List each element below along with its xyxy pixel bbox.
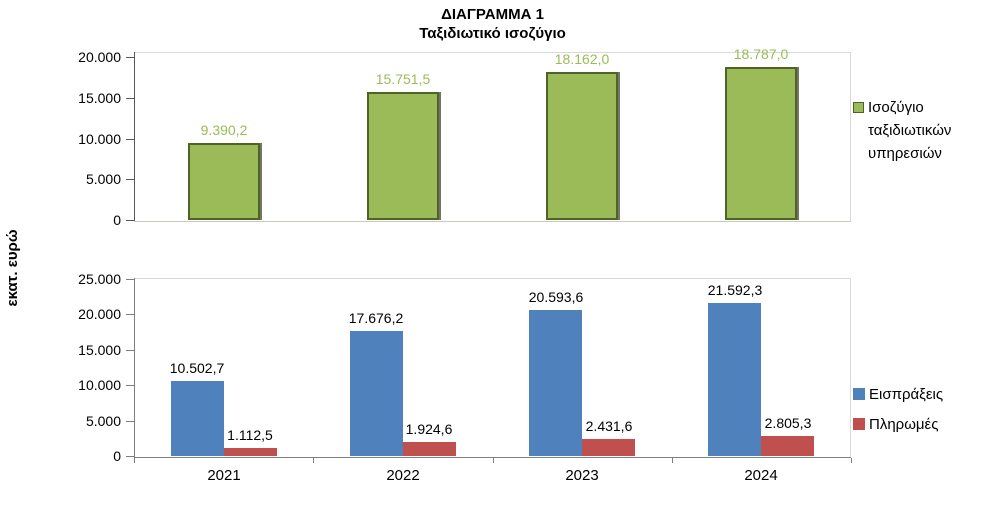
legend-marker-payments-icon	[853, 418, 865, 430]
bar-label-receipts-payments-Πληρωμές-2024: 2.805,3	[764, 415, 812, 431]
bar-receipts-payments-Εισπράξεις-2022	[350, 331, 403, 456]
y-tick-travel-balance	[126, 179, 134, 180]
x-tick-receipts-payments	[313, 458, 314, 463]
bar-label-travel-balance-2023: 18.162,0	[554, 51, 610, 67]
chart-title-block: ΔΙΑΓΡΑΜΜΑ 1 Ταξιδιωτικό ισοζύγιο	[134, 5, 851, 43]
legend-label-payments: Πληρωμές	[869, 416, 939, 433]
y-tick-receipts-payments	[126, 279, 134, 280]
legend-item-payments: Πληρωμές	[853, 413, 983, 436]
y-tick-label-receipts-payments: 10.000	[78, 377, 121, 393]
x-tick-receipts-payments	[493, 458, 494, 463]
y-tick-receipts-payments	[126, 314, 134, 315]
bar-label-travel-balance-2021: 9.390,2	[200, 122, 248, 138]
y-tick-label-travel-balance: 20.000	[78, 49, 121, 65]
y-tick-label-travel-balance: 0	[113, 212, 121, 228]
legend-marker-receipts-icon	[853, 388, 865, 400]
x-tick-label-2021: 2021	[207, 467, 241, 484]
y-tick-label-receipts-payments: 25.000	[78, 271, 121, 287]
bar-travel-balance-2024	[725, 67, 797, 220]
x-tick-label-2022: 2022	[386, 467, 420, 484]
x-tick-receipts-payments	[851, 458, 852, 463]
legend-marker-balance-icon	[853, 102, 864, 113]
y-axis-receipts-payments	[134, 278, 135, 457]
y-tick-label-travel-balance: 15.000	[78, 90, 121, 106]
y-tick-travel-balance	[126, 98, 134, 99]
bar-label-receipts-payments-Εισπράξεις-2023: 20.593,6	[528, 289, 584, 305]
x-axis-travel-balance	[134, 221, 851, 222]
bar-label-receipts-payments-Πληρωμές-2021: 1.112,5	[227, 427, 273, 443]
bar-label-receipts-payments-Εισπράξεις-2022: 17.676,2	[348, 310, 404, 326]
y-tick-receipts-payments	[126, 350, 134, 351]
bar-travel-balance-2021	[188, 143, 260, 220]
y-tick-travel-balance	[126, 220, 134, 221]
bar-receipts-payments-Πληρωμές-2023	[582, 439, 635, 456]
y-tick-travel-balance	[126, 57, 134, 58]
y-tick-receipts-payments	[126, 421, 134, 422]
legend-item-balance: Ισοζύγιο ταξιδιωτικών υπηρεσιών	[853, 96, 975, 165]
chart-title: ΔΙΑΓΡΑΜΜΑ 1	[441, 6, 544, 23]
y-axis-title: εκατ. ευρώ	[4, 229, 21, 307]
y-tick-label-receipts-payments: 0	[113, 448, 121, 464]
x-tick-receipts-payments	[134, 458, 135, 463]
chart-subtitle: Ταξιδιωτικό ισοζύγιο	[419, 25, 566, 42]
legend-item-receipts: Εισπράξεις	[853, 383, 983, 406]
bar-label-receipts-payments-Πληρωμές-2022: 1.924,6	[405, 421, 453, 437]
legend-balance: Ισοζύγιο ταξιδιωτικών υπηρεσιών	[853, 96, 975, 172]
legend-label-receipts: Εισπράξεις	[869, 386, 944, 403]
y-tick-label-travel-balance: 5.000	[85, 171, 121, 187]
bar-receipts-payments-Πληρωμές-2021	[224, 448, 277, 456]
legend-flows: Εισπράξεις Πληρωμές	[853, 383, 983, 443]
y-axis-travel-balance	[134, 52, 135, 221]
bar-travel-balance-2023	[546, 72, 618, 220]
x-tick-label-2023: 2023	[565, 467, 599, 484]
bar-receipts-payments-Εισπράξεις-2023	[529, 310, 582, 456]
bar-receipts-payments-Εισπράξεις-2021	[171, 381, 224, 456]
y-tick-travel-balance	[126, 139, 134, 140]
bar-label-travel-balance-2024: 18.787,0	[733, 46, 789, 62]
y-tick-label-travel-balance: 10.000	[78, 131, 121, 147]
y-tick-label-receipts-payments: 5.000	[85, 413, 121, 429]
bar-label-travel-balance-2022: 15.751,5	[375, 71, 431, 87]
x-axis-receipts-payments	[134, 457, 851, 458]
bar-label-receipts-payments-Εισπράξεις-2021: 10.502,7	[169, 360, 225, 376]
bar-travel-balance-2022	[367, 92, 439, 220]
y-tick-label-receipts-payments: 20.000	[78, 306, 121, 322]
legend-label-balance: Ισοζύγιο ταξιδιωτικών υπηρεσιών	[868, 99, 952, 162]
bar-label-receipts-payments-Εισπράξεις-2024: 21.592,3	[707, 282, 763, 298]
x-tick-label-2024: 2024	[744, 467, 778, 484]
bar-label-receipts-payments-Πληρωμές-2023: 2.431,6	[585, 418, 633, 434]
y-tick-receipts-payments	[126, 385, 134, 386]
x-tick-receipts-payments	[672, 458, 673, 463]
y-tick-receipts-payments	[126, 456, 134, 457]
bar-receipts-payments-Εισπράξεις-2024	[708, 303, 761, 456]
bar-receipts-payments-Πληρωμές-2024	[761, 436, 814, 456]
bar-receipts-payments-Πληρωμές-2022	[403, 442, 456, 456]
y-tick-label-receipts-payments: 15.000	[78, 342, 121, 358]
